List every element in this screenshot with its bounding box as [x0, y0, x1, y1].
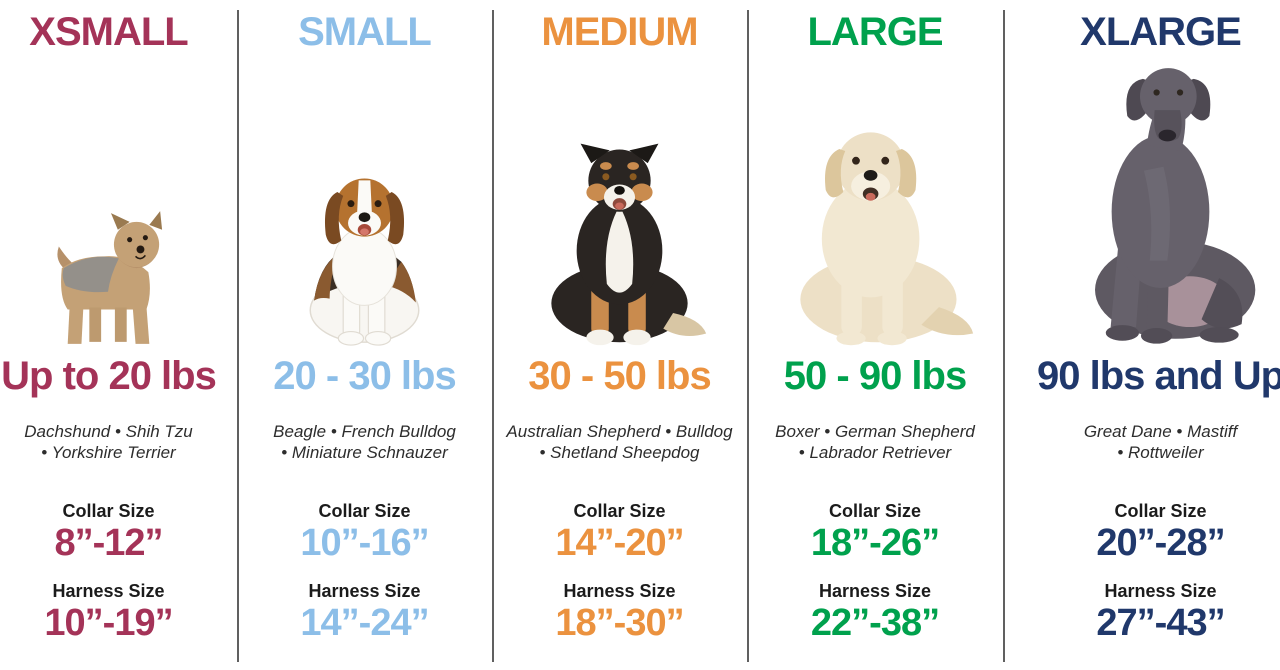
column-divider — [1003, 10, 1005, 662]
weight-range: 90 lbs and Up — [1036, 354, 1280, 398]
harness-size-value: 10”-19” — [44, 602, 173, 644]
breed-line: Australian Shepherd • Bulldog — [506, 422, 733, 441]
collar-size-value: 18”-26” — [810, 522, 940, 564]
golden-retriever-photo — [799, 132, 973, 346]
great-dane-photo — [1095, 68, 1256, 344]
harness-size-label: Harness Size — [308, 581, 421, 601]
breed-line: Beagle • French Bulldog — [273, 422, 456, 441]
size-column-small: SMALL — [237, 0, 492, 670]
dog-photo-wrap — [237, 48, 492, 348]
harness-size-value: 22”-38” — [810, 602, 940, 644]
harness-size-label: Harness Size — [52, 581, 165, 601]
size-category-title: XSMALL — [29, 10, 188, 54]
size-column-medium: MEDIUM — [492, 0, 747, 670]
breed-line: • Labrador Retriever — [798, 443, 952, 462]
breed-line: Dachshund • Shih Tzu — [24, 422, 193, 441]
harness-size-value: 18”-30” — [555, 602, 684, 644]
weight-range: 30 - 50 lbs — [528, 354, 711, 398]
breed-line: Great Dane • Mastiff — [1083, 422, 1238, 441]
harness-size-value: 14”-24” — [300, 602, 429, 644]
harness-size-label: Harness Size — [1104, 581, 1217, 601]
harness-size-label: Harness Size — [563, 581, 676, 601]
collar-size-label: Collar Size — [318, 501, 411, 521]
weight-range: Up to 20 lbs — [1, 354, 217, 398]
size-column-xsmall: XSMALL Up to 20 lbs Dachsh — [0, 0, 227, 670]
weight-range: 50 - 90 lbs — [783, 354, 967, 398]
breed-line: • Shetland Sheepdog — [539, 443, 700, 462]
column-divider — [747, 10, 749, 662]
collar-size-value: 14”-20” — [555, 522, 684, 564]
australian-shepherd-photo — [551, 143, 707, 346]
collar-size-value: 20”-28” — [1096, 522, 1225, 564]
collar-size-label: Collar Size — [1114, 501, 1207, 521]
breed-line: • Rottweiler — [1117, 443, 1204, 462]
breed-examples: Great Dane • Mastiff • Rottweiler — [1022, 421, 1280, 463]
collar-size-value: 10”-16” — [300, 522, 429, 564]
yorkshire-terrier-photo — [56, 211, 162, 344]
beagle-photo — [309, 178, 420, 346]
breed-examples: Dachshund • Shih Tzu • Yorkshire Terrier — [0, 421, 227, 463]
size-category-title: MEDIUM — [541, 10, 698, 54]
dog-photo-wrap — [747, 48, 1003, 348]
column-divider — [492, 10, 494, 662]
dog-photo-wrap — [0, 48, 227, 348]
harness-size-value: 27”-43” — [1096, 602, 1225, 644]
dog-photo-wrap — [492, 48, 747, 348]
breed-examples: Beagle • French Bulldog • Miniature Schn… — [237, 421, 492, 463]
breed-line: • Miniature Schnauzer — [281, 443, 448, 462]
size-category-title: XLARGE — [1080, 10, 1242, 54]
weight-range: 20 - 30 lbs — [273, 354, 456, 398]
breed-examples: Australian Shepherd • Bulldog • Shetland… — [492, 421, 747, 463]
size-column-xlarge: XLARGE 90 — [1022, 0, 1280, 670]
harness-size-label: Harness Size — [818, 581, 932, 601]
column-divider — [237, 10, 239, 662]
size-category-title: SMALL — [298, 10, 432, 54]
breed-line: • Yorkshire Terrier — [41, 443, 176, 462]
size-category-title: LARGE — [807, 10, 944, 54]
collar-size-value: 8”-12” — [54, 522, 163, 564]
breed-line: Boxer • German Shepherd — [775, 422, 975, 441]
collar-size-label: Collar Size — [573, 501, 666, 521]
collar-size-label: Collar Size — [62, 501, 155, 521]
dog-photo-wrap — [1022, 48, 1280, 348]
size-column-large: LARGE 50 - 90 lbs — [747, 0, 1003, 670]
breed-examples: Boxer • German Shepherd • Labrador Retri… — [747, 421, 1003, 463]
collar-size-label: Collar Size — [828, 501, 922, 521]
